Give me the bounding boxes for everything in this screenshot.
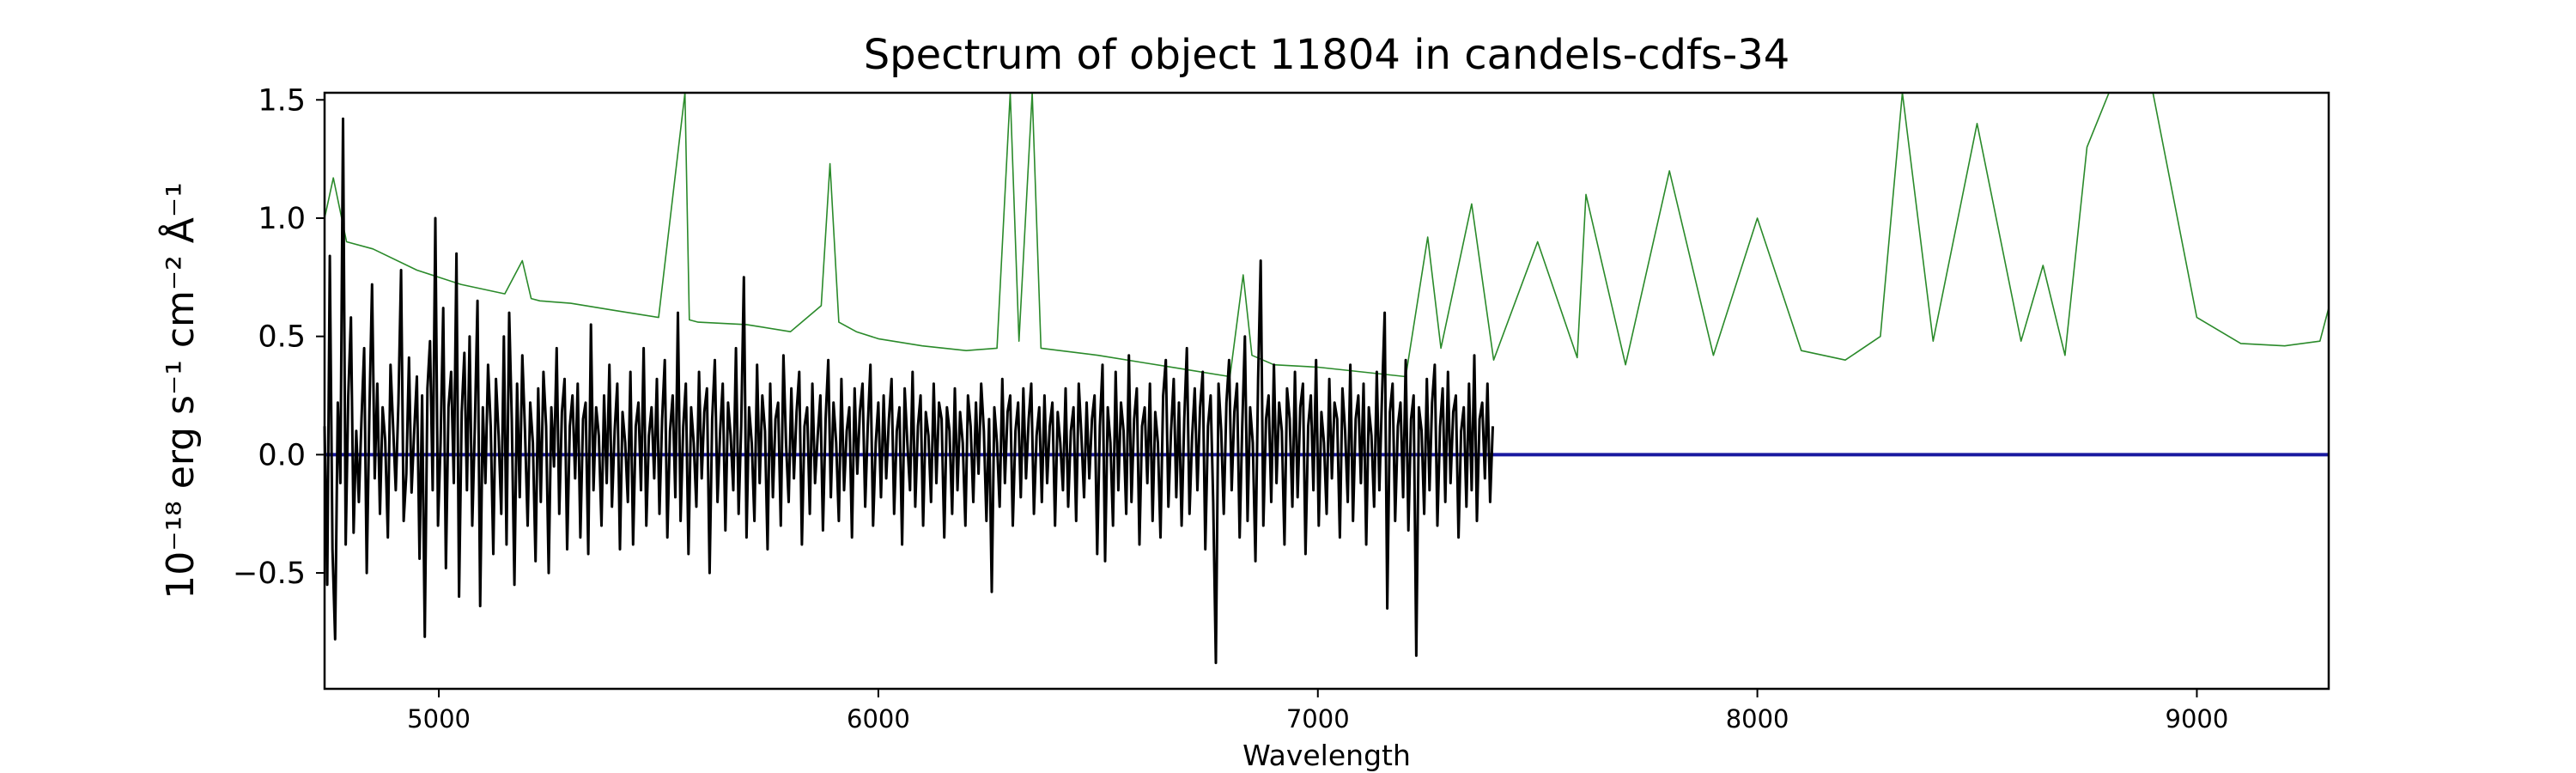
plot-background xyxy=(325,93,2329,689)
x-axis: 5000 6000 7000 8000 9000 xyxy=(407,689,2228,733)
y-tick-label: −0.5 xyxy=(233,557,306,591)
y-tick-label: 0.0 xyxy=(258,438,306,472)
x-tick-label: 8000 xyxy=(1726,704,1789,733)
flux-spectrum-line xyxy=(323,117,1494,665)
y-axis-label: 10⁻¹⁸ erg s⁻¹ cm⁻² Å⁻¹ xyxy=(157,182,203,599)
y-tick-label: 1.5 xyxy=(258,83,306,118)
y-tick-label: 1.0 xyxy=(258,202,306,236)
noise-spectrum-line xyxy=(324,92,2330,378)
plot-frame xyxy=(323,91,2330,691)
y-axis: −0.5 0.0 0.5 1.0 1.5 xyxy=(233,83,325,591)
chart-title: Spectrum of object 11804 in candels-cdfs… xyxy=(864,31,1790,79)
x-tick-label: 5000 xyxy=(407,704,471,733)
y-tick-label: 0.5 xyxy=(258,320,306,355)
x-tick-label: 6000 xyxy=(847,704,910,733)
series-layer xyxy=(323,92,2330,665)
x-tick-label: 9000 xyxy=(2166,704,2229,733)
x-tick-label: 7000 xyxy=(1286,704,1350,733)
x-axis-label: Wavelength xyxy=(1242,739,1411,772)
